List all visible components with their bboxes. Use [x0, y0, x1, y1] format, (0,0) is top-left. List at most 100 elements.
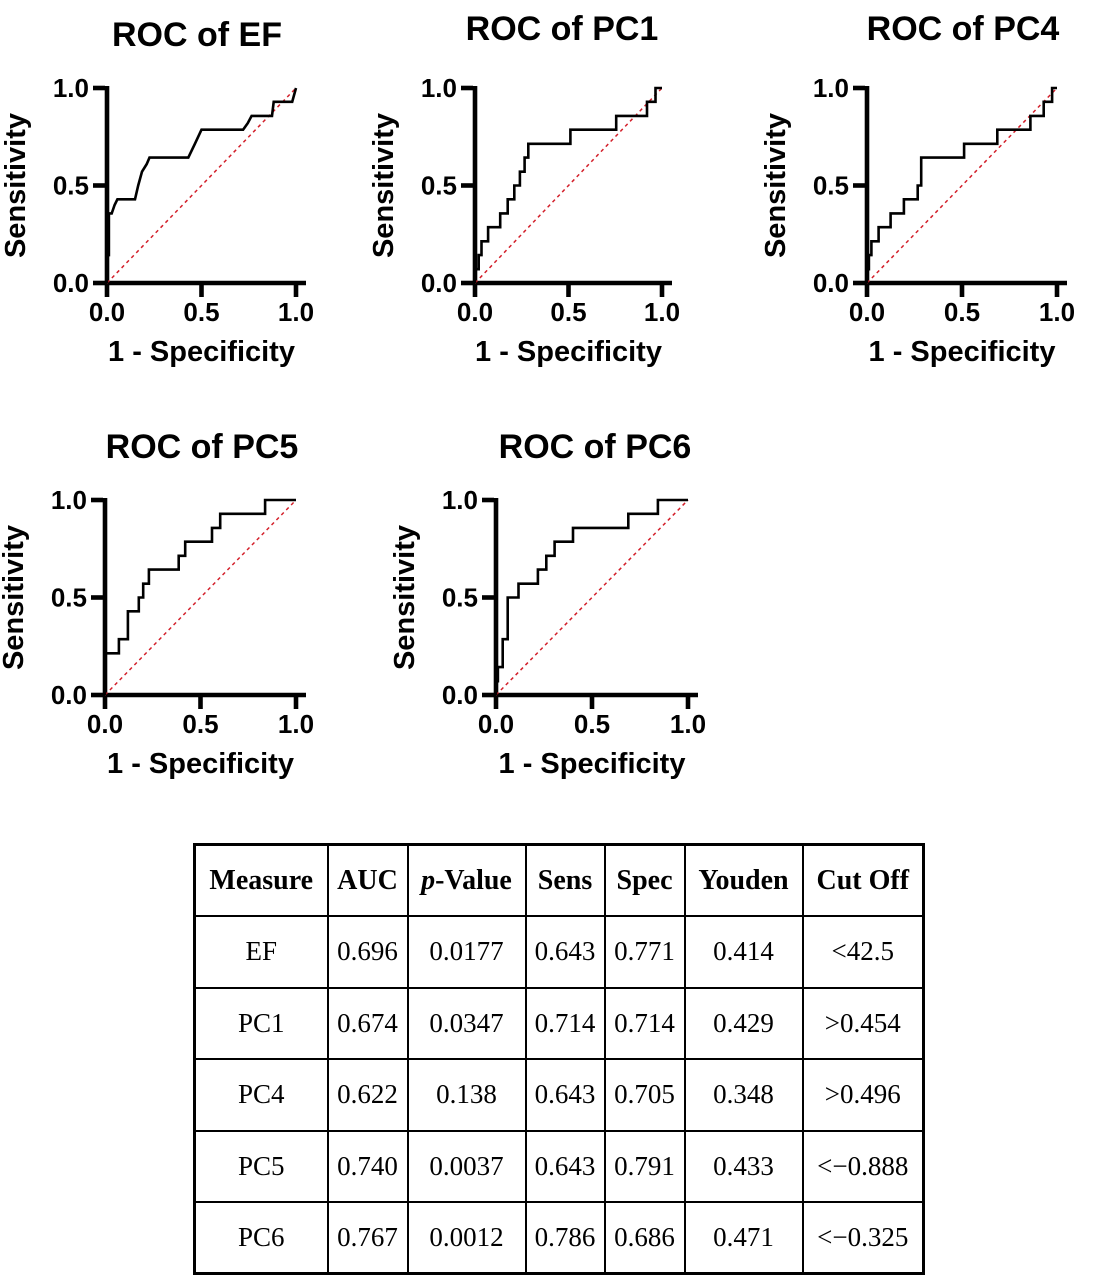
value-cell: 0.0037 — [406, 1129, 527, 1203]
value-cell: 0.786 — [524, 1201, 606, 1275]
value-cell: <42.5 — [801, 915, 925, 989]
reference-diagonal-line — [104, 499, 297, 696]
results-table: Measure AUC p-Value Sens Spec Youden Cut Off E… — [193, 843, 925, 1275]
measure-cell: PC6 — [193, 1201, 329, 1275]
y-axis-label: Sensitivity — [0, 525, 30, 670]
y-axis-label: Sensitivity — [389, 525, 421, 670]
value-cell: 0.138 — [406, 1058, 527, 1132]
roc-curve — [105, 87, 298, 283]
x-tick-label: 0.5 — [550, 297, 586, 327]
y-tick-label: 0.5 — [813, 171, 849, 201]
measure-cell: PC5 — [193, 1129, 329, 1203]
x-tick-label: 0.0 — [89, 297, 125, 327]
roc-curve — [473, 86, 662, 283]
chart-title: ROC of EF — [112, 16, 282, 54]
value-cell: 0.714 — [524, 986, 606, 1060]
reference-diagonal-line — [495, 499, 689, 696]
value-cell: 0.643 — [524, 1129, 606, 1203]
y-tick-label: 0.0 — [813, 268, 849, 298]
x-tick-label: 0.0 — [849, 297, 885, 327]
roc-chart-pc6: ROC of PC6 Sensitivity 1 - Specificity 0.0 0… — [385, 400, 770, 800]
chart-title: ROC of PC4 — [867, 10, 1060, 48]
x-axis-label: 1 - Specificity — [869, 336, 1056, 368]
value-cell: 0.471 — [683, 1201, 804, 1275]
value-cell: 0.643 — [524, 1058, 606, 1132]
reference-diagonal-line — [866, 87, 1058, 284]
x-axis-label: 1 - Specificity — [107, 748, 294, 780]
value-cell: 0.643 — [524, 915, 606, 989]
table-row-pc4: PC4 0.622 0.138 0.643 0.705 0.348 >0.496 — [193, 1058, 925, 1132]
x-tick-label: 1.0 — [644, 297, 680, 327]
y-axis-label: Sensitivity — [760, 113, 792, 258]
roc-chart-pc4: ROC of PC4 Sensitivity 1 - Specificity 0.0 0… — [738, 0, 1107, 398]
x-tick-label: 0.5 — [183, 297, 219, 327]
roc-curve — [103, 498, 296, 695]
table-head: Measure AUC p-Value Sens Spec Youden Cut Off — [193, 843, 925, 917]
x-tick-label: 0.5 — [182, 709, 218, 739]
value-cell: 0.429 — [683, 986, 804, 1060]
value-cell: 0.433 — [683, 1129, 804, 1203]
x-axis-label: 1 - Specificity — [475, 336, 662, 368]
measure-cell: PC4 — [193, 1058, 329, 1132]
italic-p: p — [421, 864, 436, 896]
value-cell: <−0.325 — [801, 1201, 925, 1275]
roc-chart-pc1: ROC of PC1 Sensitivity 1 - Specificity 0.0 0… — [368, 0, 738, 398]
chart-title: ROC of PC6 — [499, 428, 692, 466]
reference-diagonal-line — [106, 87, 297, 284]
table-header-cell-auc: AUC — [326, 843, 409, 917]
value-cell: 0.696 — [326, 915, 409, 989]
table-header-cell-spec: Spec — [603, 843, 686, 917]
value-cell: 0.791 — [603, 1129, 686, 1203]
x-tick-label: 0.0 — [457, 297, 493, 327]
roc-chart-ef: ROC of EF Sensitivity 1 - Specificity 0.0 0.… — [0, 0, 369, 398]
y-tick-label: 0.0 — [51, 680, 87, 710]
table-row-pc5: PC5 0.740 0.0037 0.643 0.791 0.433 <−0.888 — [193, 1129, 925, 1203]
value-cell: 0.622 — [326, 1058, 409, 1132]
value-cell: 0.0012 — [406, 1201, 527, 1275]
table-header-cell-cut-off: Cut Off — [801, 843, 925, 917]
value-cell: 0.0347 — [406, 986, 527, 1060]
roc-curve — [865, 86, 1057, 283]
y-tick-label: 1.0 — [53, 73, 89, 103]
y-tick-label: 0.5 — [421, 171, 457, 201]
x-tick-label: 0.0 — [478, 709, 514, 739]
header-rest: -Value — [435, 864, 512, 896]
x-axis-label: 1 - Specificity — [108, 336, 295, 368]
value-cell: 0.705 — [603, 1058, 686, 1132]
roc-chart-pc5: ROC of PC5 Sensitivity 1 - Specificity 0.0 0… — [0, 400, 380, 800]
y-tick-label: 0.0 — [442, 680, 478, 710]
x-tick-label: 1.0 — [278, 297, 314, 327]
x-axis-label: 1 - Specificity — [499, 748, 686, 780]
y-axis-label: Sensitivity — [0, 113, 32, 258]
value-cell: 0.414 — [683, 915, 804, 989]
table-row-ef: EF 0.696 0.0177 0.643 0.771 0.414 <42.5 — [193, 915, 925, 989]
value-cell: >0.454 — [801, 986, 925, 1060]
axes — [102, 498, 306, 698]
x-tick-label: 1.0 — [278, 709, 314, 739]
x-tick-label: 0.5 — [944, 297, 980, 327]
y-tick-label: 0.0 — [421, 268, 457, 298]
roc-curve — [494, 498, 688, 695]
measure-cell: EF — [193, 915, 329, 989]
value-cell: 0.740 — [326, 1129, 409, 1203]
y-tick-label: 1.0 — [442, 485, 478, 515]
value-cell: 0.0177 — [406, 915, 527, 989]
measure-cell: PC1 — [193, 986, 329, 1060]
chart-title: ROC of PC5 — [106, 428, 299, 466]
value-cell: 0.674 — [326, 986, 409, 1060]
table-header-cell-measure: Measure — [193, 843, 329, 917]
y-tick-label: 0.0 — [53, 268, 89, 298]
chart-title: ROC of PC1 — [466, 10, 659, 48]
y-tick-label: 1.0 — [813, 73, 849, 103]
x-tick-label: 0.5 — [574, 709, 610, 739]
x-tick-label: 1.0 — [1039, 297, 1075, 327]
table-body: EF 0.696 0.0177 0.643 0.771 0.414 <42.5 PC1 0.67… — [193, 915, 925, 1275]
x-tick-label: 0.0 — [87, 709, 123, 739]
value-cell: <−0.888 — [801, 1129, 925, 1203]
value-cell: 0.714 — [603, 986, 686, 1060]
table-header-cell-youden: Youden — [683, 843, 804, 917]
axes — [104, 86, 306, 286]
